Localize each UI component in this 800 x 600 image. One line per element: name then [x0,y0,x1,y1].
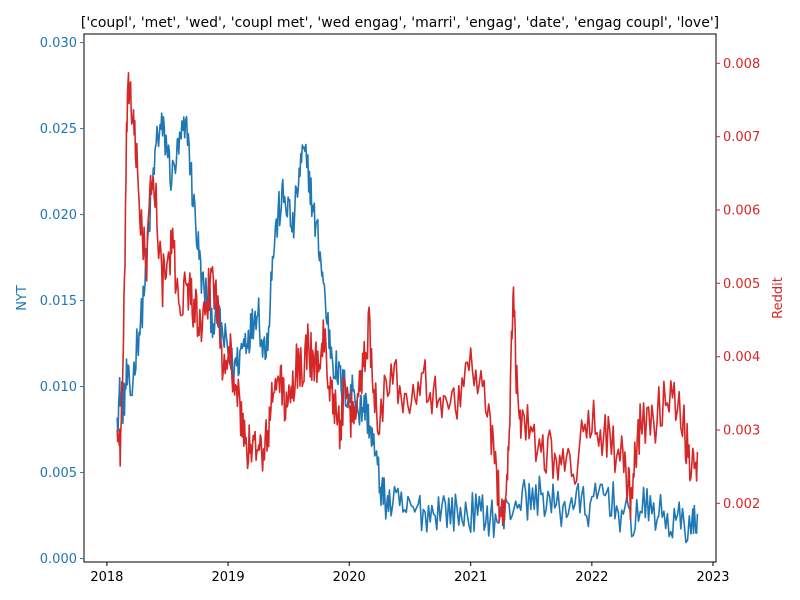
x-tick-label: 2021 [454,570,487,585]
chart-title: ['coupl', 'met', 'wed', 'coupl met', 'we… [81,15,719,31]
right-y-tick-label: 0.006 [723,204,760,219]
left-y-axis: 0.000 0.005 0.010 0.015 0.020 0.025 0.030 [40,36,84,567]
right-y-tick-label: 0.005 [723,277,760,292]
x-axis: 2018 2019 2020 2021 2022 2023 [90,562,730,585]
left-y-tick-label: 0.005 [40,466,77,481]
left-y-tick-label: 0.010 [40,380,77,395]
nyt-series-line [116,112,699,544]
x-tick-label: 2020 [333,570,366,585]
right-y-axis: 0.002 0.003 0.004 0.005 0.006 0.007 0.008 [716,57,760,512]
left-y-tick-label: 0.000 [40,552,77,567]
left-y-tick-label: 0.015 [40,294,77,309]
x-tick-label: 2018 [90,570,123,585]
left-axis-label: NYT [15,285,30,311]
right-y-tick-label: 0.004 [723,350,760,365]
left-y-tick-label: 0.025 [40,122,77,137]
right-y-tick-label: 0.008 [723,57,760,72]
right-y-tick-label: 0.003 [723,424,760,439]
right-y-tick-label: 0.007 [723,130,760,145]
plot-area-frame [83,33,717,563]
x-tick-label: 2022 [575,570,608,585]
left-y-tick-label: 0.020 [40,208,77,223]
left-y-tick-label: 0.030 [40,36,77,51]
reddit-series-line [116,72,699,527]
x-tick-label: 2019 [212,570,245,585]
right-axis-label: Reddit [771,277,786,319]
right-y-tick-label: 0.002 [723,497,760,512]
series-lines [116,72,699,544]
x-tick-label: 2023 [696,570,729,585]
